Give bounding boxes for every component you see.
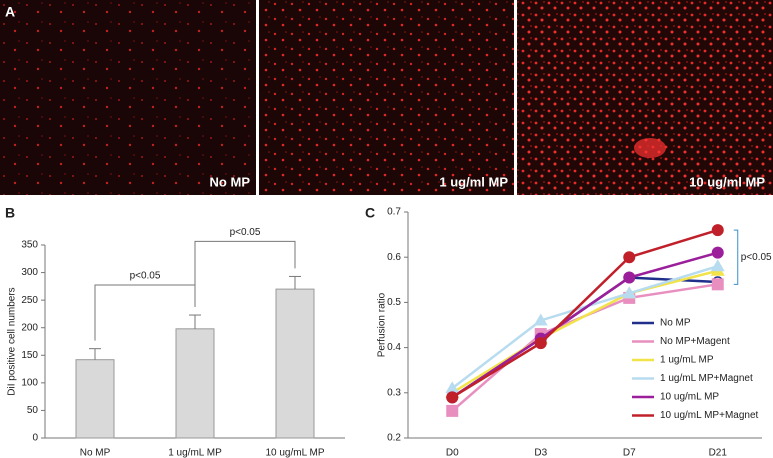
annotation: p<0.05 bbox=[230, 227, 261, 238]
annotation: p<0.05 bbox=[741, 252, 772, 263]
y-tick-label: 0.2 bbox=[387, 433, 401, 444]
micrograph bbox=[517, 0, 773, 195]
series-line bbox=[451, 269, 719, 394]
y-tick-label: 0.5 bbox=[387, 297, 401, 308]
y-axis-label: Perfusion ratio bbox=[377, 292, 388, 357]
image-caption: 10 ug/ml MP bbox=[689, 174, 765, 189]
bar bbox=[175, 328, 215, 439]
legend-entry: No MP+Magent bbox=[660, 336, 730, 347]
legend-entry: 10 ug/mL MP+Magnet bbox=[660, 410, 759, 421]
y-tick-label: 0.3 bbox=[387, 387, 401, 398]
y-tick-label: 0 bbox=[32, 433, 38, 444]
y-tick-label: 0.7 bbox=[387, 207, 401, 218]
data-point bbox=[711, 246, 724, 259]
legend-entry: 10 ug/mL MP bbox=[660, 392, 719, 403]
y-tick-label: 50 bbox=[27, 405, 39, 416]
data-point bbox=[445, 381, 460, 394]
panel-label: B bbox=[5, 205, 15, 221]
data-point bbox=[622, 286, 637, 299]
y-axis-label: DiI positive cell numbers bbox=[7, 287, 18, 395]
x-tick-label: 1 ug/mL MP bbox=[168, 448, 222, 458]
annotation: p<0.05 bbox=[130, 271, 161, 282]
data-point bbox=[710, 259, 725, 272]
significance-bracket bbox=[194, 240, 296, 308]
y-tick-label: 100 bbox=[21, 377, 38, 388]
data-point bbox=[623, 251, 636, 264]
micrograph bbox=[259, 0, 514, 195]
bar bbox=[275, 288, 315, 439]
series-line bbox=[451, 251, 719, 399]
image-caption: No MP bbox=[210, 174, 251, 189]
y-tick-label: 150 bbox=[21, 350, 38, 361]
legend-entry: 1 ug/mL MP+Magnet bbox=[660, 373, 753, 384]
series-line bbox=[451, 228, 719, 399]
panel-label: A bbox=[5, 4, 15, 20]
y-tick-label: 350 bbox=[21, 240, 38, 251]
x-tick-label: D3 bbox=[534, 448, 547, 458]
micrograph bbox=[0, 0, 256, 195]
panel-label: C bbox=[365, 205, 375, 221]
legend-entry: 1 ug/mL MP bbox=[660, 355, 714, 366]
legend-entry: No MP bbox=[660, 318, 691, 329]
data-point bbox=[446, 404, 459, 417]
y-tick-label: 200 bbox=[21, 322, 38, 333]
x-tick-label: D7 bbox=[623, 448, 636, 458]
y-tick-label: 0.6 bbox=[387, 252, 401, 263]
data-point bbox=[711, 224, 724, 237]
x-tick-label: D0 bbox=[446, 448, 459, 458]
x-tick-label: D21 bbox=[709, 448, 728, 458]
data-point bbox=[711, 278, 724, 291]
y-tick-label: 0.4 bbox=[387, 342, 401, 353]
bar bbox=[75, 359, 115, 439]
x-tick-label: No MP bbox=[80, 448, 111, 458]
y-tick-label: 250 bbox=[21, 295, 38, 306]
cell-cluster bbox=[634, 138, 666, 158]
data-point bbox=[534, 337, 547, 350]
x-tick-label: 10 ug/mL MP bbox=[265, 448, 324, 458]
data-point bbox=[533, 313, 548, 326]
image-caption: 1 ug/ml MP bbox=[439, 174, 508, 189]
y-tick-label: 300 bbox=[21, 267, 38, 278]
data-point bbox=[446, 391, 459, 404]
significance-bracket bbox=[733, 229, 739, 285]
data-point bbox=[623, 271, 636, 284]
